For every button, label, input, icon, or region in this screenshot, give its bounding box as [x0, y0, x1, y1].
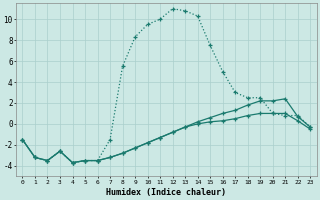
X-axis label: Humidex (Indice chaleur): Humidex (Indice chaleur)	[106, 188, 226, 197]
